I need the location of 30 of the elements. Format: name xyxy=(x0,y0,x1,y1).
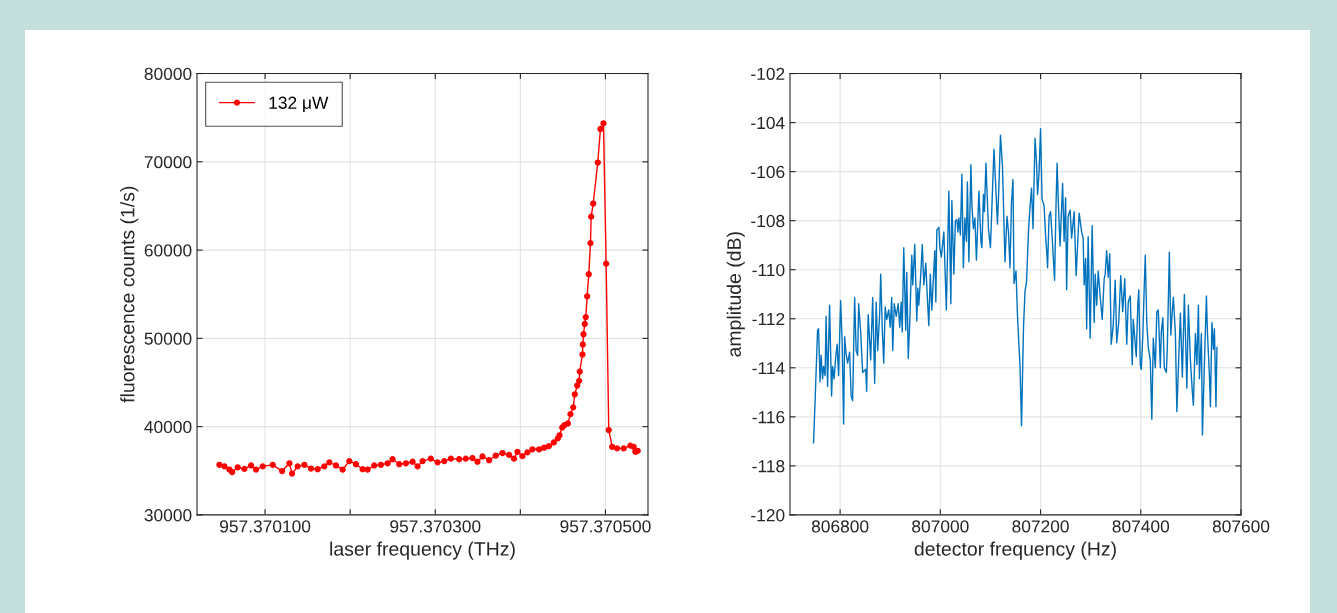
x-tick-label: 806800 xyxy=(811,520,869,533)
y-tick-label: -112 xyxy=(752,312,785,326)
x-axis-title: laser frequency (THz) xyxy=(330,541,515,560)
y-tick-label: -106 xyxy=(751,165,785,179)
x-tick-label: 957.370500 xyxy=(560,520,651,533)
x-tick-label: 807000 xyxy=(912,520,969,533)
x-tick-label: 957.370300 xyxy=(390,520,481,533)
y-axis-title: fluorescence counts (1/s) xyxy=(120,186,139,403)
y-tick-label: -120 xyxy=(751,509,785,522)
y-tick-label: 50000 xyxy=(144,332,192,345)
y-tick-label: -110 xyxy=(752,263,785,277)
x-tick-label: 807400 xyxy=(1112,520,1170,533)
legend-label: 132 μW xyxy=(269,96,329,113)
y-tick-label: 70000 xyxy=(144,156,192,169)
y-tick-label: 80000 xyxy=(144,67,192,81)
y-axis-title: amplitude (dB) xyxy=(726,232,745,357)
y-tick-label: -104 xyxy=(751,116,785,130)
x-tick-label: 957.370100 xyxy=(220,520,311,533)
x-axis-title: detector frequency (Hz) xyxy=(914,541,1116,560)
y-tick-label: -108 xyxy=(751,214,785,228)
x-tick-label: 807600 xyxy=(1212,520,1270,533)
y-tick-label: -116 xyxy=(752,411,785,424)
line-series xyxy=(812,128,1218,444)
y-tick-label: 30000 xyxy=(144,509,192,522)
y-tick-label: -114 xyxy=(752,362,785,375)
y-tick-label: -102 xyxy=(751,67,785,81)
y-tick-label: -118 xyxy=(752,460,785,473)
y-tick-label: 40000 xyxy=(144,420,192,434)
x-tick-label: 807200 xyxy=(1012,520,1069,533)
y-tick-label: 60000 xyxy=(144,244,192,257)
